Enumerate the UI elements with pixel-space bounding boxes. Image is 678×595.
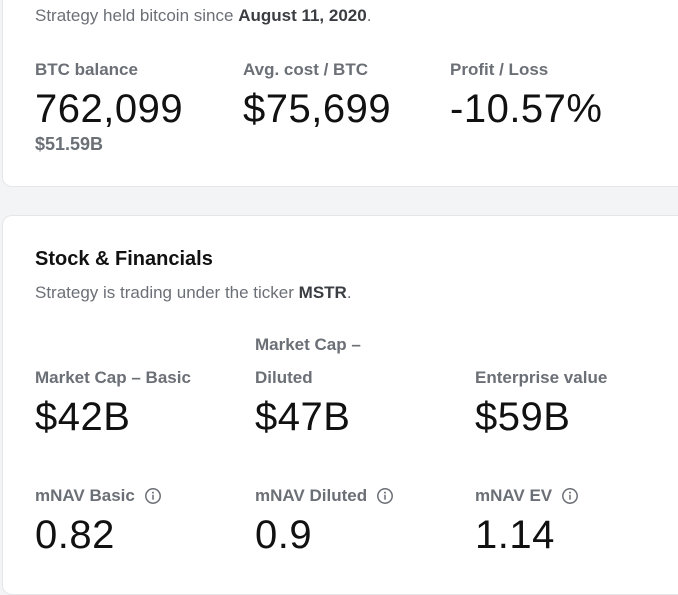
stat-avg-cost: Avg. cost / BTC $75,699 (243, 53, 391, 132)
stat-enterprise-value: Enterprise value $59B (475, 361, 607, 440)
stock-financials-card: Stock & Financials Strategy is trading u… (2, 215, 678, 595)
ticker-suffix: . (346, 283, 352, 302)
stat-market-cap-basic: Market Cap – Basic $42B (35, 361, 191, 440)
stat-label: mNAV EV (475, 486, 553, 505)
held-since-text: Strategy held bitcoin since August 11, 2… (35, 6, 371, 26)
stat-label: BTC balance (35, 60, 138, 79)
ticker-text: Strategy is trading under the ticker MST… (35, 283, 352, 303)
btc-holdings-card: Strategy held bitcoin since August 11, 2… (2, 0, 678, 187)
stat-label: Avg. cost / BTC (243, 60, 368, 79)
stat-value: -10.57% (450, 87, 603, 131)
stat-profit-loss: Profit / Loss -10.57% (450, 53, 602, 132)
stat-value: 0.82 (35, 513, 115, 557)
stat-value: $59B (475, 395, 571, 439)
stat-market-cap-diluted: Market Cap – Diluted $47B (255, 328, 361, 440)
held-since-suffix: . (366, 6, 372, 25)
info-icon[interactable] (376, 487, 394, 505)
stat-mnav-ev: mNAV EV 1.14 (475, 479, 579, 558)
info-icon[interactable] (561, 487, 579, 505)
held-since-prefix: Strategy held bitcoin since (35, 6, 234, 25)
stat-mnav-basic: mNAV Basic 0.82 (35, 479, 162, 558)
stat-value: $47B (255, 395, 351, 439)
stat-label-row: mNAV EV (475, 479, 579, 512)
stat-mnav-diluted: mNAV Diluted 0.9 (255, 479, 394, 558)
ticker-prefix: Strategy is trading under the ticker (35, 283, 294, 302)
stat-label: mNAV Basic (35, 486, 135, 505)
section-title: Stock & Financials (35, 248, 213, 270)
stat-value: 0.9 (255, 513, 313, 557)
stat-label: Enterprise value (475, 368, 608, 387)
stat-label-line2: Diluted (255, 368, 313, 387)
stat-value: $42B (35, 395, 131, 439)
stat-label: Market Cap – Basic (35, 368, 191, 387)
ticker-symbol: MSTR (298, 283, 347, 302)
held-since-date: August 11, 2020 (238, 6, 367, 25)
stat-label-row: mNAV Diluted (255, 479, 394, 512)
stat-label: mNAV Diluted (255, 486, 368, 505)
info-icon[interactable] (144, 487, 162, 505)
stat-label: Profit / Loss (450, 60, 549, 79)
stat-value: 762,099 (35, 87, 184, 131)
stat-value: 1.14 (475, 513, 555, 557)
stat-btc-balance: BTC balance 762,099 $51.59B (35, 53, 183, 155)
stat-label-line1: Market Cap – (255, 335, 361, 354)
stat-label-row: mNAV Basic (35, 479, 162, 512)
stat-value: $75,699 (243, 87, 392, 131)
stat-usd-value: $51.59B (35, 134, 104, 154)
